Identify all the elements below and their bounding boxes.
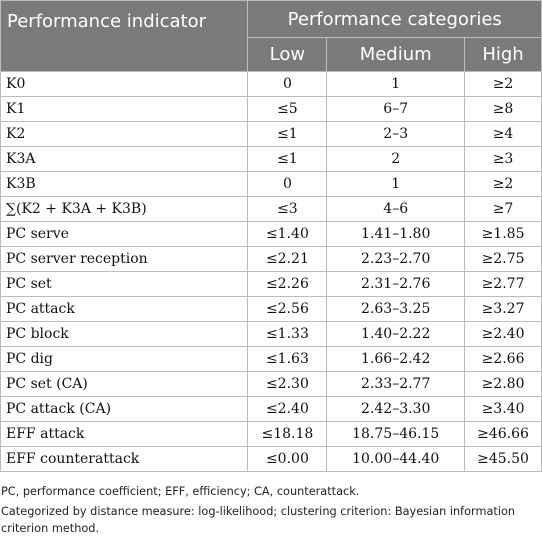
indicator-name: K2 [0, 121, 249, 147]
medium-value: 1.66–2.42 [326, 346, 466, 372]
table-row: K2 ≤1 2–3 ≥4 [0, 121, 542, 147]
medium-value: 2.23–2.70 [326, 246, 466, 272]
indicator-name: K3B [0, 171, 249, 197]
table-row: EFF attack ≤18.18 18.75–46.15 ≥46.66 [0, 421, 542, 447]
table-row: K1 ≤5 6–7 ≥8 [0, 96, 542, 122]
indicator-name: PC set (CA) [0, 371, 249, 397]
indicator-name: ∑(K2 + K3A + K3B) [0, 196, 249, 222]
table-row: PC server reception ≤2.21 2.23–2.70 ≥2.75 [0, 246, 542, 272]
medium-value: 1.41–1.80 [326, 221, 466, 247]
table-header: Performance indicator Performance catego… [0, 0, 542, 72]
header-low: Low [247, 37, 328, 72]
low-value: ≤1.63 [247, 346, 328, 372]
indicator-name: EFF counterattack [0, 446, 249, 472]
medium-value: 2.31–2.76 [326, 271, 466, 297]
low-value: ≤0.00 [247, 446, 328, 472]
table-row: K3B 0 1 ≥2 [0, 171, 542, 197]
header-performance-indicator: Performance indicator [0, 0, 249, 72]
footnote-abbreviations: PC, performance coefficient; EFF, effici… [1, 485, 360, 498]
low-value: ≤2.21 [247, 246, 328, 272]
low-value: 0 [247, 71, 328, 97]
header-performance-categories: Performance categories [247, 0, 542, 38]
indicator-name: K0 [0, 71, 249, 97]
high-value: ≥2 [464, 71, 542, 97]
table-row: PC serve ≤1.40 1.41–1.80 ≥1.85 [0, 221, 542, 247]
medium-value: 2–3 [326, 121, 466, 147]
indicator-name: PC set [0, 271, 249, 297]
high-value: ≥7 [464, 196, 542, 222]
low-value: ≤1 [247, 121, 328, 147]
low-value: ≤5 [247, 96, 328, 122]
low-value: ≤2.56 [247, 296, 328, 322]
high-value: ≥4 [464, 121, 542, 147]
medium-value: 4–6 [326, 196, 466, 222]
table-row: K0 0 1 ≥2 [0, 71, 542, 97]
high-value: ≥2.77 [464, 271, 542, 297]
high-value: ≥1.85 [464, 221, 542, 247]
indicator-name: PC block [0, 321, 249, 347]
indicator-name: EFF attack [0, 421, 249, 447]
indicator-name: PC server reception [0, 246, 249, 272]
high-value: ≥8 [464, 96, 542, 122]
indicator-name: K3A [0, 146, 249, 172]
high-value: ≥2.80 [464, 371, 542, 397]
table-row: PC attack ≤2.56 2.63–3.25 ≥3.27 [0, 296, 542, 322]
medium-value: 10.00–44.40 [326, 446, 466, 472]
low-value: ≤1.33 [247, 321, 328, 347]
high-value: ≥2.40 [464, 321, 542, 347]
footnote-method-line-2: criterion method. [1, 522, 100, 535]
high-value: ≥3.40 [464, 396, 542, 422]
high-value: ≥2 [464, 171, 542, 197]
indicator-name: PC dig [0, 346, 249, 372]
header-medium: Medium [326, 37, 466, 72]
high-value: ≥2.66 [464, 346, 542, 372]
table-body: K0 0 1 ≥2 K1 ≤5 6–7 ≥8 K2 ≤1 2–3 ≥4 K3A ≤1 2 ≥3 K3B 0… [0, 71, 542, 472]
indicator-name: K1 [0, 96, 249, 122]
medium-value: 1 [326, 71, 466, 97]
low-value: ≤2.30 [247, 371, 328, 397]
table-row: PC set ≤2.26 2.31–2.76 ≥2.77 [0, 271, 542, 297]
performance-table: Performance indicator Performance catego… [0, 0, 542, 472]
table-row: PC block ≤1.33 1.40–2.22 ≥2.40 [0, 321, 542, 347]
medium-value: 2.42–3.30 [326, 396, 466, 422]
medium-value: 1 [326, 171, 466, 197]
header-high: High [464, 37, 542, 72]
high-value: ≥3 [464, 146, 542, 172]
medium-value: 2.33–2.77 [326, 371, 466, 397]
table-row: PC attack (CA) ≤2.40 2.42–3.30 ≥3.40 [0, 396, 542, 422]
low-value: 0 [247, 171, 328, 197]
table-row: PC dig ≤1.63 1.66–2.42 ≥2.66 [0, 346, 542, 372]
indicator-name: PC serve [0, 221, 249, 247]
low-value: ≤2.26 [247, 271, 328, 297]
medium-value: 2 [326, 146, 466, 172]
table-row: ∑(K2 + K3A + K3B) ≤3 4–6 ≥7 [0, 196, 542, 222]
low-value: ≤18.18 [247, 421, 328, 447]
low-value: ≤1.40 [247, 221, 328, 247]
medium-value: 2.63–3.25 [326, 296, 466, 322]
low-value: ≤3 [247, 196, 328, 222]
indicator-name: PC attack [0, 296, 249, 322]
medium-value: 6–7 [326, 96, 466, 122]
medium-value: 18.75–46.15 [326, 421, 466, 447]
high-value: ≥3.27 [464, 296, 542, 322]
high-value: ≥2.75 [464, 246, 542, 272]
high-value: ≥45.50 [464, 446, 542, 472]
indicator-name: PC attack (CA) [0, 396, 249, 422]
low-value: ≤1 [247, 146, 328, 172]
medium-value: 1.40–2.22 [326, 321, 466, 347]
table-row: PC set (CA) ≤2.30 2.33–2.77 ≥2.80 [0, 371, 542, 397]
table-row: EFF counterattack ≤0.00 10.00–44.40 ≥45.50 [0, 446, 542, 472]
table-row: K3A ≤1 2 ≥3 [0, 146, 542, 172]
footnote-method-line-1: Categorized by distance measure: log-lik… [1, 505, 516, 518]
low-value: ≤2.40 [247, 396, 328, 422]
high-value: ≥46.66 [464, 421, 542, 447]
